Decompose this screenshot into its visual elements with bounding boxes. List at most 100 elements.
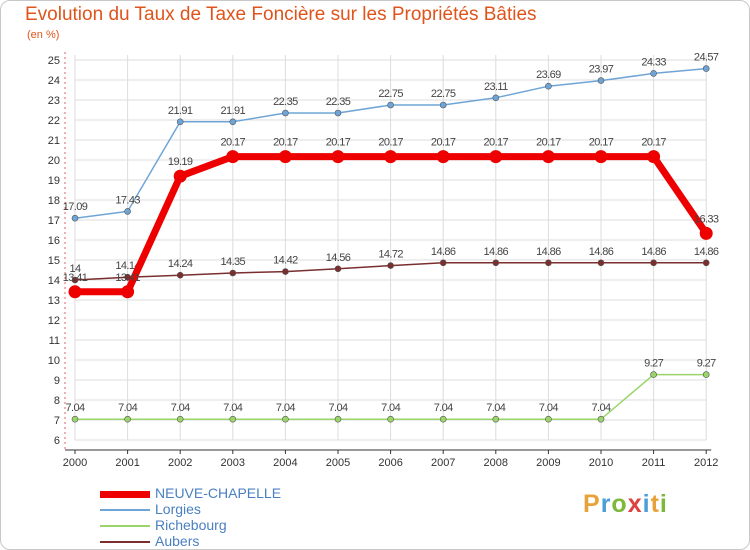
chart-title: Evolution du Taux de Taxe Foncière sur l… <box>25 4 537 25</box>
data-label: 22.35 <box>273 96 298 108</box>
x-tick-labels: 2000 2001 2002 2003 2004 2005 2006 2007 2008 2009… <box>63 450 718 469</box>
data-label: 23.69 <box>536 69 561 81</box>
y-tick-label: 12 <box>48 315 60 327</box>
data-label: 20.17 <box>536 137 561 149</box>
data-point <box>650 259 657 267</box>
data-label: 22.35 <box>326 96 351 108</box>
data-label: 14.86 <box>589 246 614 258</box>
data-label: 7.04 <box>171 402 190 414</box>
data-point <box>387 415 394 423</box>
data-point <box>439 415 447 423</box>
x-tick-label: 2002 <box>168 457 192 469</box>
data-point <box>71 276 79 284</box>
series-neuve-chapelle: 13.41 13.41 19.19 20.17 20.17 20.17 20.17 20.17… <box>63 137 720 299</box>
data-label: 7.04 <box>223 402 242 414</box>
data-label: 21.91 <box>168 105 193 117</box>
data-label: 22.75 <box>431 88 456 100</box>
data-label: 7.04 <box>328 402 347 414</box>
data-point <box>492 415 500 423</box>
y-tick-label: 17 <box>48 215 60 227</box>
data-label: 22.75 <box>378 88 403 100</box>
data-point <box>282 268 289 275</box>
legend-swatch <box>100 541 150 543</box>
y-tick-label: 24 <box>48 75 60 87</box>
legend-label: Lorgies <box>155 501 201 517</box>
data-label: 9.27 <box>644 358 663 370</box>
data-label: 14.72 <box>378 249 403 261</box>
legend-swatch <box>100 525 150 527</box>
data-label: 14.86 <box>536 246 561 258</box>
data-point <box>226 150 240 164</box>
data-point <box>597 259 605 267</box>
data-point <box>702 259 710 267</box>
data-point <box>173 169 187 183</box>
logo-letter: r <box>600 490 612 518</box>
logo-letter: i <box>659 490 668 518</box>
x-tick-label: 2010 <box>589 457 613 469</box>
x-tick-label: 2009 <box>536 457 560 469</box>
logo-letter: i <box>642 490 651 518</box>
data-label: 7.04 <box>591 402 610 414</box>
data-point <box>71 214 79 222</box>
y-tick-label: 8 <box>54 395 60 407</box>
y-tick-label: 18 <box>48 195 60 207</box>
data-label: 14.42 <box>273 255 298 267</box>
data-label: 7.04 <box>65 402 84 414</box>
legend-label: Aubers <box>155 533 200 549</box>
data-label: 23.97 <box>589 64 614 76</box>
y-tick-label: 7 <box>54 415 60 427</box>
legend-label: NEUVE-CHAPELLE <box>155 485 282 501</box>
data-point <box>229 269 237 277</box>
data-label: 24.33 <box>641 56 666 68</box>
x-tick-label: 2004 <box>273 457 297 469</box>
y-tick-label: 16 <box>48 235 60 247</box>
data-point <box>387 101 394 109</box>
y-tick-label: 25 <box>48 55 60 67</box>
data-point <box>545 415 552 423</box>
data-point <box>650 70 657 77</box>
data-point <box>492 259 500 267</box>
data-label: 23.11 <box>484 81 508 93</box>
data-point <box>489 150 503 164</box>
data-point <box>597 77 605 84</box>
data-point <box>176 271 184 279</box>
y-tick-label: 10 <box>48 355 60 367</box>
y-tick-label: 15 <box>48 255 60 267</box>
x-tick-label: 2005 <box>326 457 350 469</box>
data-point <box>384 150 398 164</box>
data-label: 7.04 <box>118 402 137 414</box>
data-label: 17.43 <box>115 194 140 206</box>
x-tick-label: 2011 <box>642 457 666 469</box>
y-tick-label: 9 <box>54 375 60 387</box>
data-point <box>650 371 657 378</box>
data-label: 17.09 <box>63 201 88 213</box>
data-label: 7.04 <box>434 402 453 414</box>
y-tick-label: 23 <box>48 95 60 107</box>
x-tick-label: 2001 <box>115 457 139 469</box>
data-point <box>387 262 394 269</box>
data-label: 14.86 <box>694 246 719 258</box>
data-label: 14.35 <box>221 256 246 268</box>
y-tick-label: 21 <box>48 135 60 147</box>
series-aubers: 14 14.14 14.24 14.35 14.42 14.56 14.72 14.86 14.… <box>69 246 720 284</box>
y-tick-label: 11 <box>49 335 60 347</box>
x-tick-label: 2012 <box>694 457 718 469</box>
x-tick-label: 2008 <box>484 457 508 469</box>
data-label: 21.91 <box>221 105 246 117</box>
chart-subtitle: (en %) <box>27 29 60 41</box>
data-point <box>282 415 289 423</box>
data-point <box>439 259 447 267</box>
data-label: 24.57 <box>694 52 719 64</box>
data-point <box>702 65 710 72</box>
data-label: 7.04 <box>486 402 505 414</box>
data-point <box>541 150 555 164</box>
data-point <box>229 118 237 126</box>
data-point <box>176 415 184 423</box>
data-label: 20.17 <box>484 137 509 149</box>
data-point <box>229 415 237 423</box>
data-point <box>594 150 608 164</box>
logo-letter: o <box>611 490 628 518</box>
data-label: 14.56 <box>326 252 351 264</box>
x-tick-label: 2006 <box>378 457 402 469</box>
